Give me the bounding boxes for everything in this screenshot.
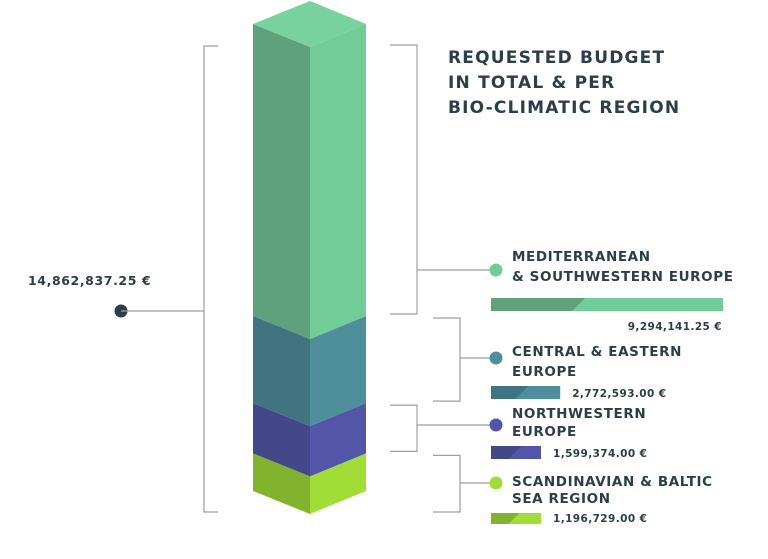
region-bracket-3 (390, 404, 418, 452)
legend-label-3-line-1: NORTHWESTERN (512, 406, 646, 422)
region-legend: MEDITERRANEAN & SOUTHWESTERN EUROPE 9,294,… (489, 249, 734, 525)
legend-label-1-line-1: MEDITERRANEAN (512, 249, 651, 265)
value-bar-4 (491, 513, 541, 524)
segment-right-face-3 (310, 403, 366, 477)
total-annotation: 14,862,837.25 € (28, 45, 218, 513)
legend-label-4-line-2: SEA REGION (512, 491, 611, 507)
legend-dot-2 (489, 351, 503, 365)
region-bracket-2 (433, 317, 461, 402)
column-top-cap (253, 1, 366, 47)
value-bar-shade-1 (491, 298, 586, 311)
chart-title: REQUESTED BUDGET IN TOTAL & PER BIO-CLIM… (448, 48, 680, 118)
value-bar-shade-2 (491, 386, 529, 399)
legend-label-3-line-2: EUROPE (512, 424, 577, 440)
segment-right-face-4 (310, 453, 366, 514)
region-bracket-1 (390, 44, 418, 315)
value-label-2: 2,772,593.00 € (572, 388, 666, 400)
value-label-3: 1,599,374.00 € (553, 448, 647, 460)
segment-left-face-1 (253, 24, 310, 340)
legend-label-4-line-1: SCANDINAVIAN & BALTIC (512, 474, 713, 490)
segment-left-face-3 (253, 403, 310, 477)
segment-right-face-2 (310, 316, 366, 427)
total-bracket (203, 45, 218, 513)
segment-left-face-2 (253, 316, 310, 427)
value-label-1: 9,294,141.25 € (628, 321, 722, 333)
total-value-label: 14,862,837.25 € (28, 273, 151, 288)
legend-label-2-line-2: EUROPE (512, 364, 577, 380)
chart-title-line-2: IN TOTAL & PER (448, 73, 615, 93)
chart-title-line-3: BIO-CLIMATIC REGION (448, 98, 680, 118)
value-bar-shade-3 (491, 446, 522, 459)
legend-label-2-line-1: CENTRAL & EASTERN (512, 344, 682, 360)
legend-dot-3 (489, 418, 503, 432)
stacked-column (253, 1, 366, 514)
region-brackets (390, 44, 496, 513)
legend-dot-4 (489, 476, 503, 490)
legend-dot-1 (489, 263, 503, 277)
region-bracket-4 (433, 454, 461, 513)
legend-label-1-line-2: & SOUTHWESTERN EUROPE (512, 269, 734, 285)
segment-right-face-1 (310, 24, 366, 340)
chart-title-line-1: REQUESTED BUDGET (448, 48, 665, 68)
segment-left-face-4 (253, 453, 310, 514)
value-label-4: 1,196,729.00 € (553, 513, 647, 525)
value-bar-shade-4 (491, 513, 520, 524)
